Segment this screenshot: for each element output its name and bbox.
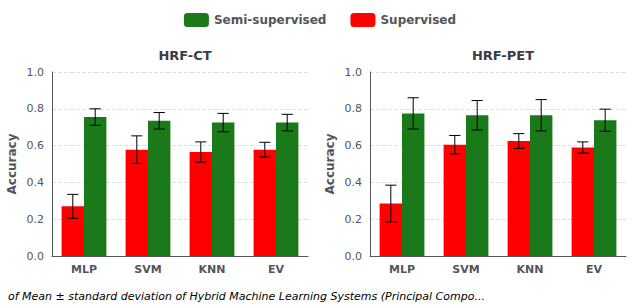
svg-text:0.8: 0.8 xyxy=(27,102,45,115)
svg-text:0.6: 0.6 xyxy=(27,139,45,152)
svg-text:MLP: MLP xyxy=(71,263,97,276)
svg-text:KNN: KNN xyxy=(199,263,226,276)
svg-text:0.6: 0.6 xyxy=(345,139,363,152)
svg-text:KNN: KNN xyxy=(517,263,544,276)
svg-text:of Mean ± standard deviation o: of Mean ± standard deviation of Hybrid M… xyxy=(8,290,485,303)
svg-text:Accuracy: Accuracy xyxy=(5,133,19,194)
svg-text:EV: EV xyxy=(586,263,603,276)
svg-text:1.0: 1.0 xyxy=(27,66,45,79)
svg-text:SVM: SVM xyxy=(452,263,479,276)
svg-text:1.0: 1.0 xyxy=(345,66,363,79)
svg-text:Semi-supervised: Semi-supervised xyxy=(214,13,327,27)
svg-text:0.2: 0.2 xyxy=(27,213,45,226)
svg-text:EV: EV xyxy=(268,263,285,276)
svg-text:Accuracy: Accuracy xyxy=(323,133,337,194)
svg-text:0.4: 0.4 xyxy=(27,176,45,189)
svg-text:0.0: 0.0 xyxy=(345,250,363,263)
svg-text:HRF-PET: HRF-PET xyxy=(472,48,534,63)
svg-text:HRF-CT: HRF-CT xyxy=(158,48,211,63)
svg-text:0.4: 0.4 xyxy=(345,176,363,189)
svg-text:0.0: 0.0 xyxy=(27,250,45,263)
svg-text:0.8: 0.8 xyxy=(345,102,363,115)
svg-text:Supervised: Supervised xyxy=(380,13,456,27)
svg-text:0.2: 0.2 xyxy=(345,213,363,226)
svg-text:SVM: SVM xyxy=(134,263,161,276)
svg-text:MLP: MLP xyxy=(389,263,415,276)
